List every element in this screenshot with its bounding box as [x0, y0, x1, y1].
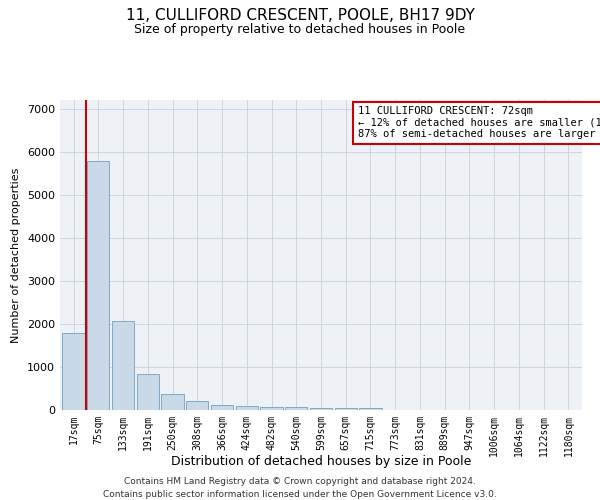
- Text: Contains HM Land Registry data © Crown copyright and database right 2024.: Contains HM Land Registry data © Crown c…: [124, 478, 476, 486]
- Text: 11 CULLIFORD CRESCENT: 72sqm
← 12% of detached houses are smaller (1,352)
87% of: 11 CULLIFORD CRESCENT: 72sqm ← 12% of de…: [358, 106, 600, 140]
- Y-axis label: Number of detached properties: Number of detached properties: [11, 168, 22, 342]
- Text: 11, CULLIFORD CRESCENT, POOLE, BH17 9DY: 11, CULLIFORD CRESCENT, POOLE, BH17 9DY: [125, 8, 475, 22]
- Bar: [211, 406, 233, 410]
- Bar: [335, 408, 357, 410]
- Bar: [236, 406, 258, 410]
- Bar: [62, 334, 85, 410]
- Bar: [161, 394, 184, 410]
- Text: Distribution of detached houses by size in Poole: Distribution of detached houses by size …: [171, 455, 471, 468]
- Bar: [359, 408, 382, 410]
- Bar: [112, 322, 134, 410]
- Text: Size of property relative to detached houses in Poole: Size of property relative to detached ho…: [134, 22, 466, 36]
- Bar: [137, 374, 159, 410]
- Bar: [87, 161, 109, 410]
- Bar: [260, 407, 283, 410]
- Bar: [310, 408, 332, 410]
- Bar: [186, 400, 208, 410]
- Bar: [285, 408, 307, 410]
- Text: Contains public sector information licensed under the Open Government Licence v3: Contains public sector information licen…: [103, 490, 497, 499]
